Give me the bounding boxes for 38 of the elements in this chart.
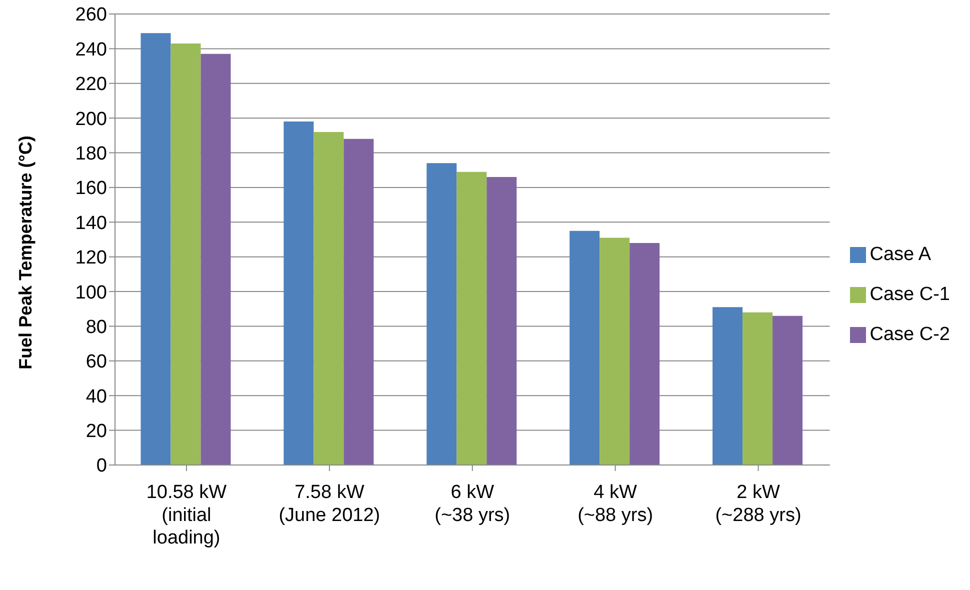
bar — [600, 238, 630, 465]
y-tick-label: 80 — [86, 316, 107, 338]
bar — [772, 316, 803, 465]
legend-label: Case C-2 — [870, 324, 950, 345]
bar — [140, 33, 171, 465]
y-tick-label: 0 — [96, 456, 107, 477]
bar — [570, 230, 600, 465]
x-tick-label: 7.58 kW (June 2012) — [278, 482, 380, 526]
bar — [712, 307, 743, 465]
y-axis-title: Fuel Peak Temperature (°C) — [15, 136, 36, 370]
bar — [630, 242, 660, 465]
y-tick-label: 260 — [75, 4, 107, 26]
y-tick-label: 60 — [86, 352, 107, 373]
bar — [344, 138, 374, 465]
y-tick-label: 220 — [75, 74, 107, 96]
legend-label: Case C-1 — [870, 284, 950, 305]
x-tick-label: 4 kW (~88 yrs) — [578, 482, 654, 526]
bar — [742, 312, 773, 465]
bar — [200, 54, 231, 465]
bar — [456, 172, 487, 465]
y-tick-label: 160 — [75, 178, 107, 200]
y-tick-label: 20 — [86, 421, 107, 442]
y-tick-label: 100 — [75, 282, 107, 304]
y-tick-label: 180 — [75, 144, 107, 165]
y-tick-label: 120 — [75, 248, 107, 269]
x-tick-label: 10.58 kW (initial loading) — [146, 482, 227, 549]
y-tick-label: 200 — [75, 108, 107, 130]
bar — [170, 43, 201, 465]
x-tick-label: 6 kW (~38 yrs) — [434, 482, 510, 526]
legend-label: Case A — [870, 244, 932, 265]
y-tick-label: 40 — [86, 386, 107, 408]
bar — [426, 163, 457, 465]
bar — [314, 132, 344, 465]
y-tick-label: 240 — [75, 39, 107, 60]
x-tick-label: 2 kW (~288 yrs) — [715, 482, 802, 526]
bar — [486, 177, 517, 465]
y-tick-label: 140 — [75, 212, 107, 234]
bar — [284, 122, 314, 465]
